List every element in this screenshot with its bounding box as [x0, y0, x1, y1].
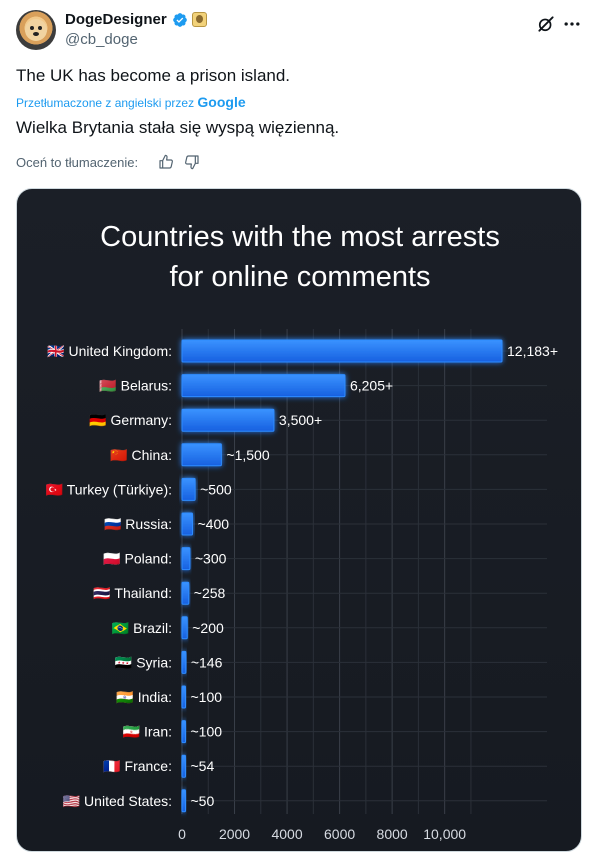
google-logo[interactable]: Google [197, 94, 246, 110]
bar [181, 477, 196, 501]
avatar-eye [30, 26, 34, 30]
avatar-nose [33, 32, 39, 36]
translated-by-line: Przetłumaczone z angielski przez Google [16, 94, 246, 110]
verified-badge-icon [173, 13, 187, 27]
bar [181, 581, 190, 605]
chart-title-line-2: for online comments [169, 261, 430, 293]
bar [181, 789, 186, 813]
category-label: 🇫🇷 France: [103, 758, 172, 774]
more-icon[interactable] [562, 14, 582, 34]
bar [181, 547, 191, 571]
value-label: ~200 [192, 620, 224, 636]
value-label: 3,500+ [279, 412, 322, 428]
x-tick-label: 4000 [271, 826, 302, 842]
value-label: ~400 [198, 516, 230, 532]
category-label: 🇸🇾 Syria: [115, 654, 172, 670]
value-label: ~258 [194, 585, 226, 601]
value-label: 12,183+ [507, 343, 558, 359]
arrests-bar-chart: Countries with the most arrests for onli… [46, 221, 558, 842]
bar [181, 754, 186, 778]
bar [181, 374, 346, 398]
author-name[interactable]: DogeDesigner [65, 11, 167, 28]
chart-image[interactable]: Countries with the most arrests for onli… [16, 188, 582, 852]
category-label: 🇧🇷 Brazil: [112, 620, 172, 636]
affiliate-badge-icon[interactable] [192, 12, 207, 27]
x-tick-label: 2000 [219, 826, 250, 842]
x-tick-label: 10,000 [423, 826, 466, 842]
value-label: ~50 [191, 793, 215, 809]
category-label: 🇧🇾 Belarus: [99, 378, 172, 394]
bar [181, 685, 186, 709]
value-label: 6,205+ [350, 378, 393, 394]
value-label: ~1,500 [226, 447, 269, 463]
category-label: 🇵🇱 Poland: [103, 551, 172, 567]
rate-translation-label: Oceń to tłumaczenie: [16, 155, 139, 170]
x-tick-label: 8000 [377, 826, 408, 842]
value-label: ~500 [200, 481, 232, 497]
author-handle[interactable]: @cb_doge [65, 31, 138, 48]
bar [181, 650, 187, 674]
tweet-header: DogeDesigner @cb_doge [16, 10, 583, 54]
category-label: 🇺🇸 United States: [63, 793, 172, 809]
tweet-translation: Wielka Brytania stała się wyspą więzienn… [16, 118, 340, 137]
category-label: 🇷🇺 Russia: [104, 516, 172, 532]
x-tick-label: 6000 [324, 826, 355, 842]
bar [181, 443, 222, 467]
category-label: 🇹🇭 Thailand: [93, 585, 172, 601]
thumbs-up-icon[interactable] [158, 154, 174, 170]
thumbs-down-icon[interactable] [184, 154, 200, 170]
category-label: 🇮🇳 India: [116, 689, 172, 705]
bar [181, 339, 503, 363]
value-label: ~100 [191, 724, 223, 740]
avatar[interactable] [16, 10, 56, 50]
bar [181, 720, 186, 744]
value-label: ~300 [195, 551, 227, 567]
translated-by-label: Przetłumaczone z angielski przez [16, 96, 195, 110]
avatar-face [25, 19, 47, 41]
category-label: 🇩🇪 Germany: [89, 412, 172, 428]
category-label: 🇮🇷 Iran: [123, 724, 172, 740]
category-label: 🇬🇧 United Kingdom: [47, 343, 172, 359]
bar [181, 408, 275, 432]
chart-title-line-1: Countries with the most arrests [100, 221, 500, 253]
category-label: 🇹🇷 Turkey (Türkiye): [46, 481, 172, 497]
value-label: ~54 [191, 758, 215, 774]
grok-icon[interactable] [536, 14, 556, 34]
x-tick-label: 0 [178, 826, 186, 842]
bar [181, 616, 188, 640]
avatar-eye [38, 26, 42, 30]
value-label: ~146 [191, 654, 223, 670]
tweet-text: The UK has become a prison island. [16, 66, 291, 85]
bar [181, 512, 194, 536]
value-label: ~100 [191, 689, 223, 705]
category-label: 🇨🇳 China: [110, 447, 172, 463]
